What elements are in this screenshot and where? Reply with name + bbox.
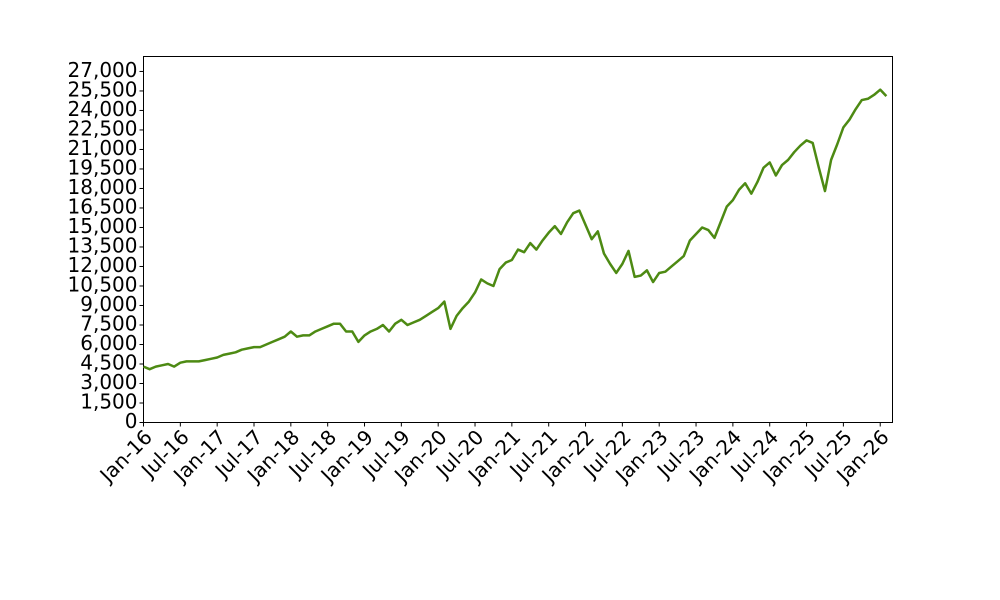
y-tick-label: 25,500 [68, 77, 138, 101]
y-tick-label: 12,000 [68, 253, 138, 277]
plot-frame [143, 56, 893, 423]
y-tick-label: 10,500 [68, 272, 138, 296]
y-tick-label: 24,000 [68, 97, 138, 121]
y-tick-label: 1,500 [80, 389, 137, 413]
y-tick-label: 4,500 [80, 350, 137, 374]
y-tick-label: 3,000 [80, 370, 137, 394]
y-tick-label: 13,500 [68, 233, 138, 257]
y-tick-label: 22,500 [68, 116, 138, 140]
y-tick-label: 9,000 [80, 292, 137, 316]
y-tick-label: 19,500 [68, 155, 138, 179]
y-tick-label: 18,000 [68, 175, 138, 199]
data-line [143, 88, 888, 371]
y-tick-label: 6,000 [80, 331, 137, 355]
y-tick-label: 27,000 [68, 58, 138, 82]
y-tick-label: 21,000 [68, 136, 138, 160]
y-tick-label: 16,500 [68, 194, 138, 218]
y-tick-label: 7,500 [80, 311, 137, 335]
y-tick-label: 0 [125, 409, 138, 433]
y-tick-label: 15,000 [68, 214, 138, 238]
